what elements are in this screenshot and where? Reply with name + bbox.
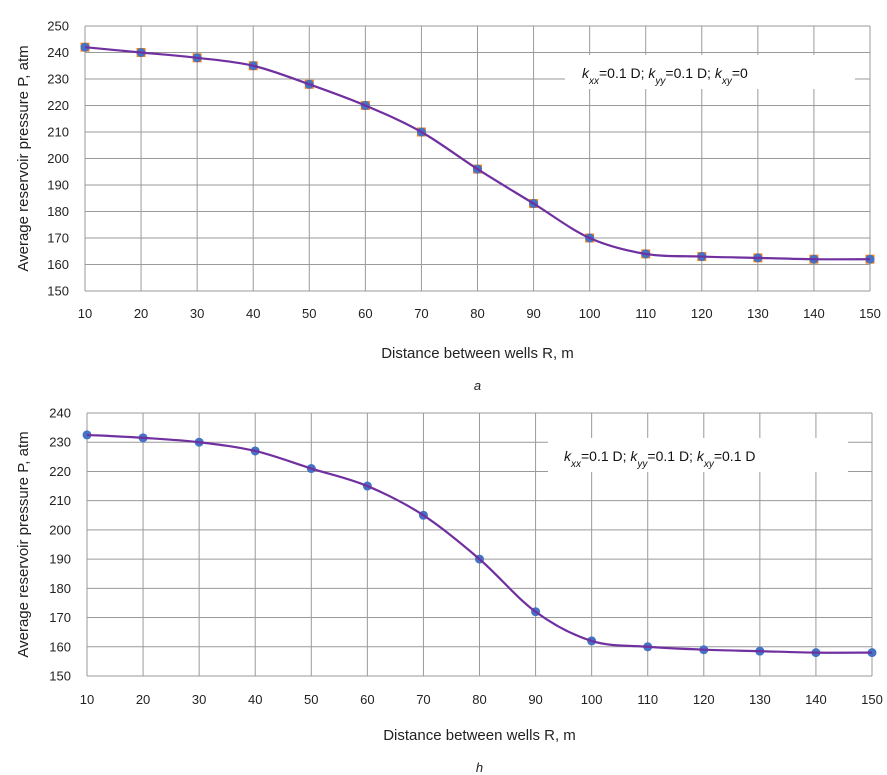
- chart-panel-a: 150 160 170 180 190 200 210 220 230 240 250 10 20 30…: [15, 19, 881, 394]
- panel-label: h: [476, 760, 483, 775]
- x-tick-label: 90: [528, 692, 542, 707]
- x-tick-label: 100: [579, 306, 601, 321]
- x-tick-label: 120: [693, 692, 715, 707]
- x-tick-label: 110: [635, 306, 656, 321]
- x-tick-label: 20: [136, 692, 150, 707]
- x-tick-label: 20: [134, 306, 148, 321]
- x-tick-label: 150: [859, 306, 881, 321]
- legend-text: kxx=0.1 D; kyy=0.1 D; kxy=0.1 D: [564, 448, 755, 470]
- y-tick-label: 190: [49, 552, 71, 567]
- y-tick-label: 150: [49, 669, 71, 684]
- x-tick-label: 130: [747, 306, 769, 321]
- x-axis-title: Distance between wells R, m: [383, 727, 576, 744]
- x-tick-label: 90: [526, 306, 540, 321]
- x-tick-label: 120: [691, 306, 713, 321]
- legend-text: kxx=0.1 D; kyy=0.1 D; kxy=0: [582, 65, 748, 87]
- x-tick-label: 80: [472, 692, 486, 707]
- x-tick-label: 10: [80, 692, 94, 707]
- y-tick-label: 160: [49, 639, 71, 654]
- x-tick-label: 50: [304, 692, 318, 707]
- y-tick-label: 200: [49, 522, 71, 537]
- data-point-circle: [82, 430, 92, 440]
- y-tick-label: 180: [49, 581, 71, 596]
- x-tick-label: 40: [246, 306, 260, 321]
- series-layer: [82, 430, 877, 658]
- x-tick-label: 40: [248, 692, 262, 707]
- x-tick-label: 150: [861, 692, 883, 707]
- x-tick-label: 130: [749, 692, 771, 707]
- grid-lines: [86, 412, 873, 677]
- x-tick-label: 140: [805, 692, 827, 707]
- x-tick-label: 100: [581, 692, 603, 707]
- y-tick-label: 170: [47, 231, 69, 246]
- y-tick-label: 210: [47, 125, 69, 140]
- series-line: [86, 433, 873, 654]
- y-tick-label: 220: [49, 464, 71, 479]
- chart-panel-h: 150 160 170 180 190 200 210 220 230 240 10 20 30 40 5…: [15, 406, 883, 775]
- x-tick-label: 110: [637, 692, 658, 707]
- x-tick-label: 30: [190, 306, 204, 321]
- legend-box: kxx=0.1 D; kyy=0.1 D; kxy=0.1 D: [548, 438, 848, 472]
- y-tick-labels: 150 160 170 180 190 200 210 220 230 240: [49, 406, 71, 684]
- x-tick-label: 60: [358, 306, 372, 321]
- y-tick-label: 220: [47, 98, 69, 113]
- y-tick-label: 200: [47, 151, 69, 166]
- y-tick-label: 230: [49, 435, 71, 450]
- grid-lines: [84, 25, 871, 292]
- y-tick-label: 250: [47, 19, 69, 34]
- x-tick-label: 70: [416, 692, 430, 707]
- series-layer: [80, 42, 875, 264]
- y-tick-label: 210: [49, 493, 71, 508]
- series-line: [84, 46, 871, 261]
- y-tick-label: 160: [47, 257, 69, 272]
- x-axis-title: Distance between wells R, m: [381, 345, 574, 362]
- legend-background: [565, 55, 855, 89]
- y-tick-labels: 150 160 170 180 190 200 210 220 230 240 250: [47, 19, 69, 299]
- y-tick-label: 150: [47, 284, 69, 299]
- y-tick-label: 240: [47, 45, 69, 60]
- x-tick-label: 140: [803, 306, 825, 321]
- x-tick-label: 30: [192, 692, 206, 707]
- x-tick-label: 50: [302, 306, 316, 321]
- legend-background: [548, 438, 848, 472]
- y-tick-label: 230: [47, 72, 69, 87]
- y-tick-label: 190: [47, 178, 69, 193]
- y-axis-title: Average reservoir pressure P, atm: [15, 45, 32, 271]
- panel-label: a: [474, 378, 481, 393]
- x-tick-label: 10: [78, 306, 92, 321]
- y-tick-label: 180: [47, 204, 69, 219]
- y-tick-label: 170: [49, 610, 71, 625]
- x-tick-label: 60: [360, 692, 374, 707]
- y-tick-label: 240: [49, 406, 71, 421]
- x-tick-label: 70: [414, 306, 428, 321]
- x-tick-labels: 10 20 30 40 50 60 70 80 90 100 110 120 130 140 150: [80, 692, 883, 707]
- x-tick-labels: 10 20 30 40 50 60 70 80 90 100 110 120 130 140 150: [78, 306, 881, 321]
- legend-box: kxx=0.1 D; kyy=0.1 D; kxy=0: [565, 55, 855, 89]
- x-tick-label: 80: [470, 306, 484, 321]
- y-axis-title: Average reservoir pressure P, atm: [15, 431, 32, 657]
